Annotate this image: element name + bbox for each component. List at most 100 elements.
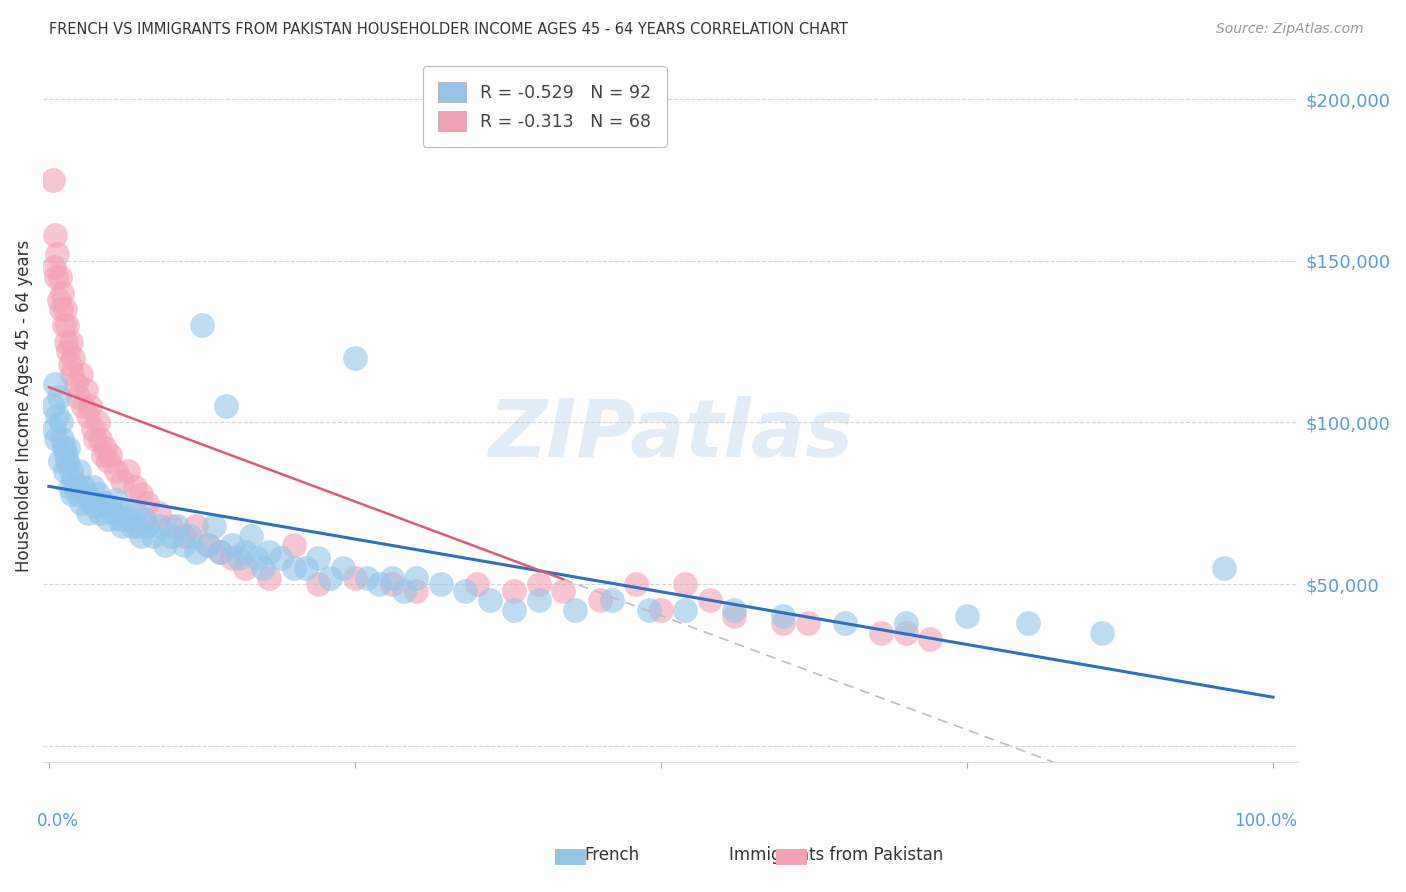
Text: FRENCH VS IMMIGRANTS FROM PAKISTAN HOUSEHOLDER INCOME AGES 45 - 64 YEARS CORRELA: FRENCH VS IMMIGRANTS FROM PAKISTAN HOUSE… [49,22,848,37]
Point [148,506,170,520]
Point [97,454,120,468]
Point [59,464,82,478]
Point [166,519,188,533]
Point [589,593,612,607]
Point [381,577,404,591]
Point [124,506,146,520]
Point [221,538,243,552]
Point [52,318,75,333]
Point [527,577,550,591]
Point [52,442,75,456]
Point [69,367,91,381]
Point [53,464,76,478]
Point [454,583,477,598]
Point [160,528,183,542]
Point [142,528,165,542]
Point [44,227,66,242]
Point [56,454,79,468]
Point [49,454,72,468]
Point [405,583,427,598]
Point [114,506,136,520]
Point [65,480,87,494]
Point [98,500,121,514]
Point [650,603,672,617]
Point [129,486,152,500]
Point [564,603,586,617]
Text: ZIPatlas: ZIPatlas [488,396,852,474]
Point [197,538,219,552]
Text: Immigrants from Pakistan: Immigrants from Pakistan [730,846,943,863]
Point [184,545,207,559]
Point [84,500,107,514]
Point [42,422,65,436]
Point [894,615,917,630]
Y-axis label: Householder Income Ages 45 - 64 years: Householder Income Ages 45 - 64 years [15,240,32,573]
Point [49,269,72,284]
Point [723,609,745,624]
Point [797,615,820,630]
Point [49,302,72,317]
Point [111,519,134,533]
Point [51,432,73,446]
Point [45,269,67,284]
Point [94,442,117,456]
Point [121,519,143,533]
Point [405,571,427,585]
Point [117,512,139,526]
Point [228,551,250,566]
Point [270,551,292,566]
Point [295,561,318,575]
Point [75,486,97,500]
Point [117,464,139,478]
Point [75,383,97,397]
Point [48,293,70,307]
Point [233,545,256,559]
Point [392,583,415,598]
Point [62,351,84,365]
Point [368,577,391,591]
Point [59,480,82,494]
Point [98,448,121,462]
Point [56,318,79,333]
Point [503,603,526,617]
Point [465,577,488,591]
Point [79,493,101,508]
Point [148,519,170,533]
Point [283,538,305,552]
Text: Source: ZipAtlas.com: Source: ZipAtlas.com [1216,22,1364,37]
Point [108,512,131,526]
Point [69,496,91,510]
Point [82,480,104,494]
Point [84,432,107,446]
Point [870,625,893,640]
Point [202,519,225,533]
Point [894,625,917,640]
Point [675,603,697,617]
Point [53,302,76,317]
Point [319,571,342,585]
Point [41,399,63,413]
Point [87,486,110,500]
Point [343,351,366,365]
Point [89,506,111,520]
Point [46,247,69,261]
Point [59,334,82,349]
Text: 0.0%: 0.0% [37,812,79,830]
Point [105,464,128,478]
Point [209,545,232,559]
Point [91,448,114,462]
Point [67,486,90,500]
Point [381,571,404,585]
Point [215,399,238,413]
Point [111,474,134,488]
Point [332,561,354,575]
Point [233,561,256,575]
Point [62,474,84,488]
Point [55,334,77,349]
Point [55,448,77,462]
Point [173,528,195,542]
Point [87,416,110,430]
Point [105,493,128,508]
Point [134,512,156,526]
Point [77,506,100,520]
